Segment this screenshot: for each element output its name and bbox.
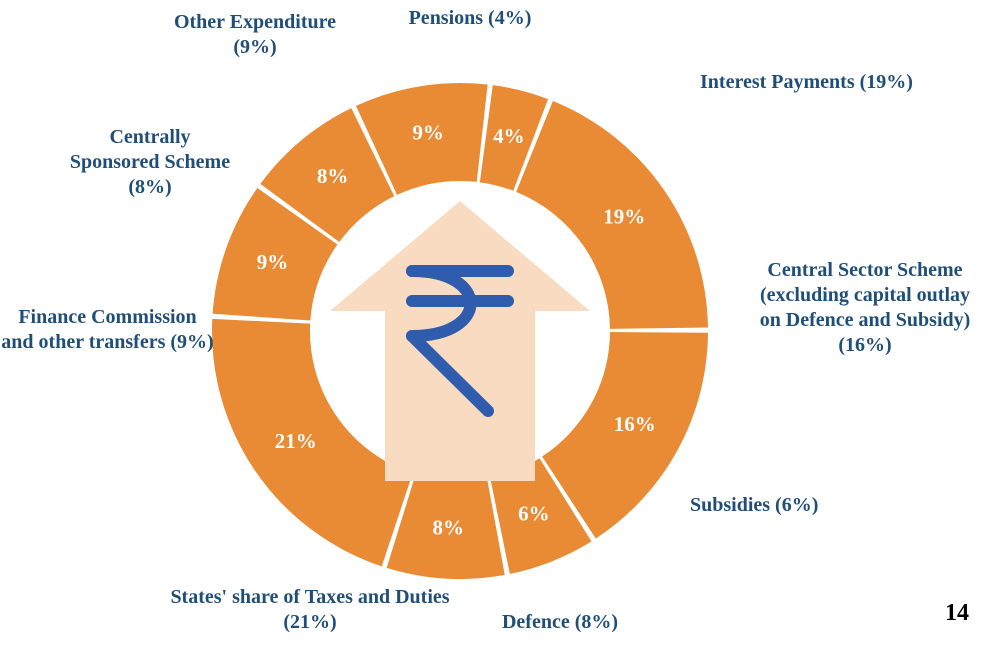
rupee-up-arrow-icon [330,201,590,481]
slice-value-label: 9% [257,250,289,274]
slice-outer-label: Interest Payments (19%) [700,70,960,95]
slice-value-label: 21% [275,429,317,453]
slice-value-label: 6% [518,502,550,526]
slice-outer-label: States' share of Taxes and Duties (21%) [160,585,460,635]
slice-outer-label: Subsidies (6%) [690,493,890,518]
slice-value-label: 4% [493,124,525,148]
slice-outer-label: Finance Commission and other transfers (… [0,305,215,355]
slice-outer-label: Defence (8%) [460,610,660,635]
slice-value-label: 9% [412,120,444,144]
slice-outer-label: Central Sector Scheme (excluding capital… [755,258,975,358]
slice-outer-label: Centrally Sponsored Scheme (8%) [65,125,235,200]
slice-outer-label: Pensions (4%) [380,6,560,31]
page-number: 14 [945,600,969,627]
slice-value-label: 19% [603,204,645,228]
slice-value-label: 8% [317,164,349,188]
slice-outer-label: Other Expenditure (9%) [150,10,360,60]
slice-value-label: 16% [614,412,656,436]
slice-value-label: 8% [432,515,464,539]
